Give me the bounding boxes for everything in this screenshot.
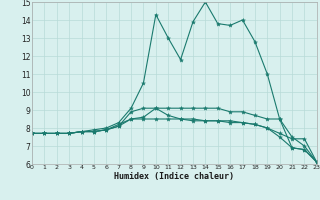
X-axis label: Humidex (Indice chaleur): Humidex (Indice chaleur)	[115, 172, 234, 181]
